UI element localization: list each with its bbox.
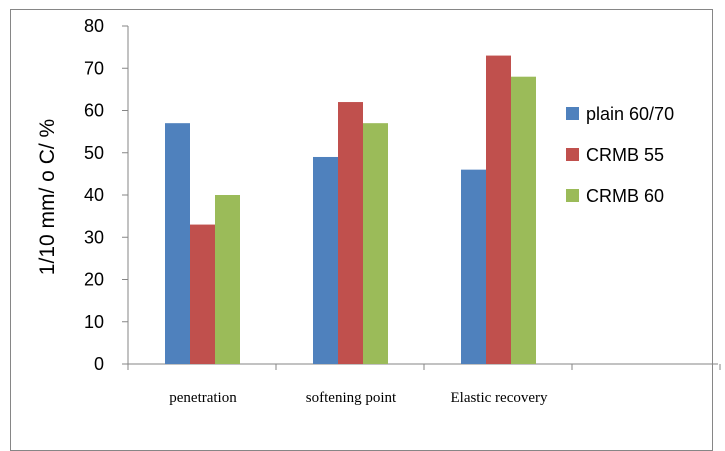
bar (215, 195, 240, 364)
legend-label: CRMB 55 (586, 145, 664, 165)
x-category-label: softening point (306, 390, 397, 406)
y-tick-label: 0 (94, 354, 104, 374)
bar (165, 123, 190, 364)
bars (165, 55, 536, 365)
bar (190, 224, 215, 364)
bar (363, 123, 388, 364)
bar (461, 169, 486, 364)
x-category-label: Elastic recovery (450, 390, 548, 406)
y-tick-label: 50 (84, 143, 104, 163)
x-category-labels: penetration softening point Elastic recove… (169, 390, 548, 406)
x-category-label: penetration (169, 390, 237, 406)
y-tick-label: 80 (84, 16, 104, 36)
legend: plain 60/70 CRMB 55 CRMB 60 (566, 104, 674, 206)
y-tick-label: 60 (84, 101, 104, 121)
bar (511, 76, 536, 364)
legend-swatch (566, 107, 579, 120)
bar (338, 102, 363, 365)
legend-swatch (566, 148, 579, 161)
y-tick-labels: 0 10 20 30 40 50 60 70 80 (84, 16, 104, 374)
bar (486, 55, 511, 364)
y-tick-label: 40 (84, 185, 104, 205)
y-tick-label: 30 (84, 227, 104, 247)
legend-swatch (566, 189, 579, 202)
y-axis-label: 1/10 mm/ o C/ % (36, 119, 59, 275)
legend-label: CRMB 60 (586, 186, 664, 206)
y-tick-label: 10 (84, 312, 104, 332)
y-tick-label: 70 (84, 58, 104, 78)
y-tick-label: 20 (84, 270, 104, 290)
legend-label: plain 60/70 (586, 104, 674, 124)
bar (313, 156, 338, 364)
